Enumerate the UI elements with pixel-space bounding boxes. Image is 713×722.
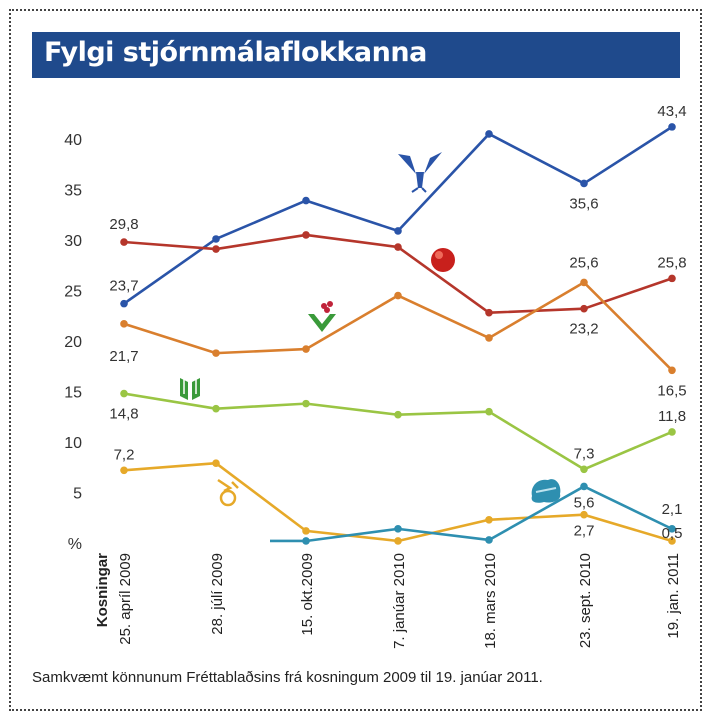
data-point [394,410,402,419]
footnote: Samkvæmt könnunum Fréttablaðsins frá kos… [32,669,543,686]
y-tick-label: 25 [64,284,82,301]
y-tick-label: 30 [64,233,82,250]
data-point [485,130,493,138]
data-point [580,278,588,287]
y-tick-label: 15 [64,385,82,402]
data-point [120,238,128,246]
data-label: 35,6 [569,195,598,212]
x-tick-label: 18. mars 2010 [482,553,499,649]
data-point [120,389,128,398]
data-label: 2,1 [662,501,683,518]
movement-icon [217,478,239,507]
data-labels: 23,7 35,6 43,4 29,8 23,2 25,8 21,7 25,6 16,5 14,8… [109,103,686,542]
y-axis-ticks: 40 35 30 25 20 15 10 5% [64,132,82,553]
data-label: 21,7 [109,348,138,365]
data-point [212,349,220,357]
data-point [394,227,402,235]
data-point [485,536,493,544]
book-icon [180,378,200,400]
x-tick-label: 25. apríl 2009 [117,553,134,645]
data-label: 5,6 [574,494,595,511]
data-point [668,525,676,533]
data-point [668,366,676,375]
data-point [302,537,310,545]
data-label: 23,7 [109,278,138,295]
y-tick-label: 20 [64,334,82,351]
y-tick-label: 40 [64,132,82,149]
falcon-icon [398,152,442,193]
y-tick-label: 35 [64,183,82,200]
chart-frame [9,9,702,711]
x-tick-label: 7. janúar 2010 [391,553,408,649]
x-tick-label: 19. jan. 2011 [665,553,682,639]
data-point [302,231,310,239]
data-point [120,466,128,475]
data-point [302,399,310,408]
y-tick-label: 10 [64,435,82,452]
data-point [212,245,220,253]
data-point [302,345,310,353]
data-point [485,515,493,524]
x-tick-label: 23. sept. 2010 [577,553,594,648]
data-label: 11,8 [658,408,686,425]
data-point [580,482,588,491]
rose-ball-icon [431,248,455,272]
x-tick-label: 15. okt.2009 [299,553,316,636]
y-tick-label: % [68,536,82,553]
guild-icon [531,479,561,503]
data-label: 29,8 [109,216,138,233]
data-label: 25,6 [569,254,598,271]
data-point [212,235,220,243]
data-point [302,196,310,205]
data-point [212,459,220,468]
data-point [580,465,588,474]
data-point [212,404,220,413]
data-point [394,291,402,300]
data-label: 16,5 [657,382,686,399]
data-label: 25,8 [657,254,686,271]
chart-title: Fylgi stjórnmálaflokkanna [44,37,427,68]
data-label: 2,7 [574,523,595,540]
data-point [580,179,588,188]
data-point [668,274,676,283]
data-point [485,407,493,416]
data-label: 0,5 [662,525,683,542]
data-point [580,510,588,519]
data-label: 7,3 [574,445,595,462]
series-line [270,485,673,543]
progressive-party-icon [308,301,336,332]
data-point [394,537,402,545]
data-point [668,428,676,436]
data-point [668,123,676,131]
data-point [302,527,310,535]
series-lines [120,123,676,545]
data-point [120,299,128,308]
x-tick-label: 28. júlí 2009 [209,553,226,635]
series-line [123,125,673,305]
data-label: 23,2 [569,321,598,338]
data-point [668,537,676,545]
x-axis-label: Kosningar [94,553,111,627]
y-tick-label: 5 [73,486,82,503]
x-axis-labels: Kosningar 25. apríl 2009 28. júlí 2009 15. … [94,553,682,649]
party-icons [180,152,561,507]
data-point [485,308,493,317]
data-point [120,320,128,328]
data-point [394,525,402,533]
title-bar: Fylgi stjórnmálaflokkanna [32,32,680,78]
data-label: 14,8 [109,406,138,423]
data-label: 7,2 [114,446,135,463]
data-label: 43,4 [657,103,686,120]
data-point [394,243,402,251]
data-point [580,304,588,313]
data-point [485,334,493,342]
